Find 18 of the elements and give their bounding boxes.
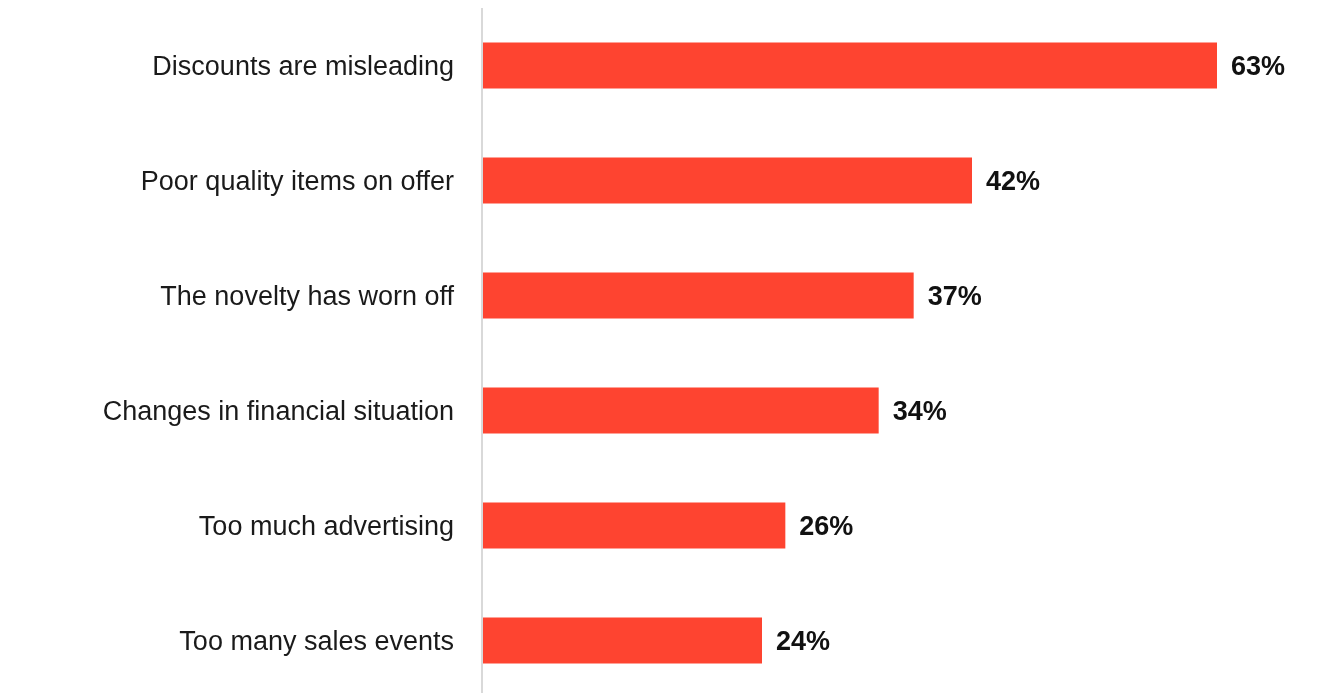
bar: [482, 157, 972, 204]
data-label: 34%: [892, 395, 947, 426]
bar: [482, 387, 879, 434]
bar: [482, 617, 762, 664]
data-label: 42%: [986, 165, 1041, 196]
bar: [482, 502, 786, 549]
data-label: 37%: [927, 280, 982, 311]
y-tick-label: Discounts are misleading: [152, 50, 454, 81]
data-label: 63%: [1231, 50, 1286, 81]
y-tick-label: Changes in financial situation: [102, 395, 454, 426]
data-label: 24%: [776, 625, 831, 656]
bar: [482, 272, 914, 319]
y-tick-label: Too much advertising: [198, 510, 454, 541]
y-tick-label: The novelty has worn off: [160, 280, 455, 311]
y-tick-label: Too many sales events: [179, 625, 454, 656]
data-label: 26%: [799, 510, 854, 541]
y-tick-label: Poor quality items on offer: [140, 165, 454, 196]
bar: [482, 42, 1217, 89]
